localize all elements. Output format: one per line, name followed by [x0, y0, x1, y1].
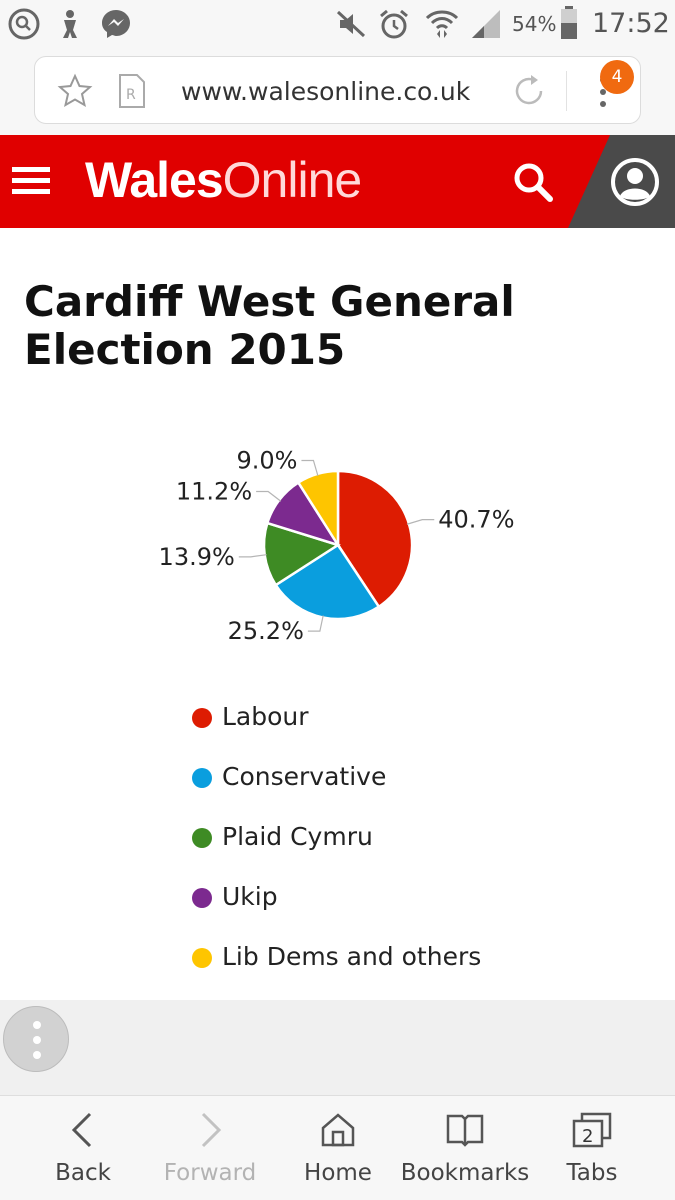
nav-bookmarks[interactable]: Bookmarks: [400, 1096, 530, 1200]
logo-online: Online: [222, 152, 363, 208]
legend-label: Ukip: [222, 882, 278, 911]
browser-bottom-nav: Back Forward Home Bookmarks 2 Tabs: [0, 1095, 675, 1200]
pie-leader-line: [301, 459, 319, 477]
menu-notification-badge: 4: [600, 60, 634, 94]
pie-data-label: 13.9%: [159, 543, 235, 571]
reload-icon[interactable]: [511, 73, 547, 109]
url-field[interactable]: R www.walesonline.co.uk: [34, 56, 641, 124]
bookmarks-book-icon: [446, 1114, 484, 1147]
forward-chevron-icon: [201, 1112, 222, 1148]
pie-leader-line: [256, 490, 282, 502]
tabs-icon: 2: [572, 1112, 612, 1148]
legend-label: Conservative: [222, 762, 387, 791]
legend-swatch: [192, 948, 212, 968]
url-divider: [566, 71, 567, 111]
legend-item: Lib Dems and others: [192, 940, 612, 980]
legend-item: Plaid Cymru: [192, 820, 612, 860]
nav-label-forward: Forward: [163, 1160, 257, 1186]
status-bar: 54% 17:52: [0, 0, 675, 48]
browser-toolbar: R www.walesonline.co.uk: [0, 48, 675, 135]
legend-swatch: [192, 828, 212, 848]
mute-icon: [336, 10, 366, 38]
nav-tabs[interactable]: 2 Tabs: [550, 1096, 634, 1200]
pie-data-label: 40.7%: [438, 506, 514, 534]
nav-label-home: Home: [304, 1160, 372, 1186]
alarm-icon: [380, 9, 408, 39]
legend-item: Labour: [192, 700, 612, 740]
nav-label-tabs: Tabs: [566, 1160, 618, 1186]
pie-data-label: 11.2%: [176, 478, 252, 506]
svg-text:R: R: [126, 87, 136, 103]
pie-data-label: 9.0%: [236, 446, 297, 474]
legend-item: Conservative: [192, 760, 612, 800]
battery-icon: [561, 6, 577, 39]
back-chevron-icon: [71, 1112, 92, 1148]
site-header: WalesOnline: [0, 135, 675, 228]
account-icon[interactable]: [610, 157, 660, 207]
nav-label-bookmarks: Bookmarks: [400, 1160, 530, 1186]
wifi-icon: [425, 10, 459, 38]
tabs-count: 2: [582, 1126, 593, 1147]
page-title: Cardiff West General Election 2015: [24, 277, 515, 374]
search-icon[interactable]: [512, 161, 554, 203]
bookmark-star-icon[interactable]: [57, 73, 93, 109]
search-app-icon: [8, 8, 40, 40]
signal-icon: [472, 10, 500, 38]
pie-leader-line: [307, 615, 324, 632]
battery-percentage: 54%: [512, 12, 557, 36]
pie-chart: 40.7% 25.2% 13.9% 11.2% 9.0%: [159, 446, 515, 645]
clock: 17:52: [592, 8, 670, 39]
pie-data-label: 25.2%: [228, 617, 304, 645]
page-footer-area: [0, 1000, 675, 1095]
nav-label-back: Back: [55, 1160, 111, 1186]
person-app-icon: [63, 10, 77, 38]
nav-home[interactable]: Home: [293, 1096, 383, 1200]
nav-back[interactable]: Back: [34, 1096, 132, 1200]
home-icon: [321, 1113, 355, 1147]
legend-item: Ukip: [192, 880, 612, 920]
logo-wales: Wales: [85, 152, 224, 208]
messenger-icon: [102, 10, 130, 38]
legend-label: Plaid Cymru: [222, 822, 373, 851]
pie-leader-line: [406, 519, 435, 525]
floating-menu-button[interactable]: [3, 1006, 69, 1072]
pie-leader-line: [238, 554, 267, 558]
hamburger-menu-icon[interactable]: [12, 165, 52, 197]
url-text[interactable]: www.walesonline.co.uk: [181, 77, 471, 106]
nav-forward[interactable]: Forward: [155, 1096, 265, 1200]
legend-label: Labour: [222, 702, 309, 731]
legend-swatch: [192, 888, 212, 908]
site-logo[interactable]: WalesOnline: [85, 152, 363, 208]
legend-swatch: [192, 768, 212, 788]
reader-mode-icon[interactable]: R: [117, 73, 147, 109]
legend-swatch: [192, 708, 212, 728]
legend-label: Lib Dems and others: [222, 942, 482, 971]
